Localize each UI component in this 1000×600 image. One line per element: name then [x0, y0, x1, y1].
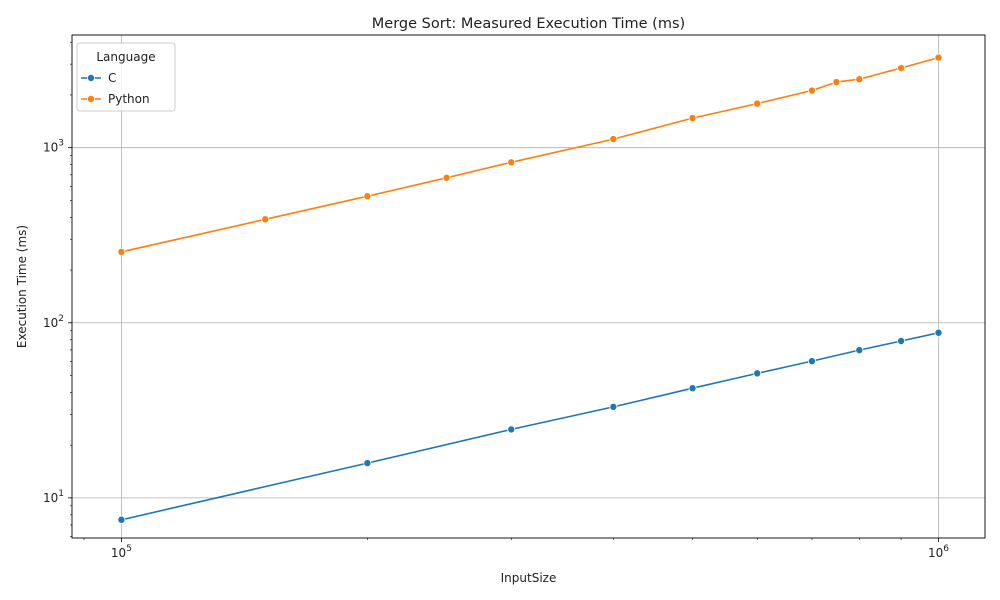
y-tick-label: 102	[43, 314, 64, 330]
series-line-c	[121, 332, 939, 521]
data-point-c	[753, 369, 762, 378]
data-point-c	[507, 425, 516, 434]
data-point-c	[117, 515, 126, 524]
data-point-c	[609, 402, 618, 411]
data-point-c	[363, 459, 372, 468]
legend-marker-python	[87, 95, 96, 104]
data-point-python	[934, 53, 943, 62]
plot-frame	[71, 34, 986, 539]
data-point-python	[753, 99, 762, 108]
series-c	[117, 328, 943, 524]
legend: Language C Python	[76, 42, 176, 112]
data-point-python	[117, 247, 126, 256]
data-point-c	[855, 346, 864, 355]
x-axis-label: InputSize	[501, 571, 557, 585]
grid	[72, 35, 985, 538]
data-point-python	[363, 192, 372, 201]
data-point-python	[688, 114, 697, 123]
legend-label-python: Python	[108, 92, 150, 106]
series-python	[117, 53, 943, 256]
data-point-c	[807, 357, 816, 366]
series-layer	[117, 53, 943, 524]
data-point-python	[832, 78, 841, 87]
data-point-python	[609, 135, 618, 144]
y-tick-label: 101	[43, 489, 64, 505]
data-point-python	[807, 86, 816, 95]
data-point-python	[855, 75, 864, 84]
chart-title: Merge Sort: Measured Execution Time (ms)	[372, 16, 685, 32]
legend-label-c: C	[108, 71, 116, 85]
legend-entry-c: C	[81, 71, 116, 85]
legend-marker-c	[87, 74, 96, 83]
legend-entry-python: Python	[81, 92, 150, 106]
data-point-c	[934, 328, 943, 337]
x-tick-label: 105	[111, 544, 132, 560]
data-point-python	[897, 64, 906, 73]
data-point-python	[507, 158, 516, 167]
x-axis: 105 106	[83, 538, 949, 560]
data-point-python	[442, 173, 451, 182]
legend-box	[76, 42, 176, 112]
data-point-python	[261, 215, 270, 224]
y-axis-label: Execution Time (ms)	[15, 225, 29, 348]
y-tick-label: 103	[43, 139, 64, 155]
y-axis: 101 102 103	[43, 41, 72, 538]
data-point-c	[897, 336, 906, 345]
legend-title: Language	[96, 50, 155, 64]
x-tick-label: 106	[928, 544, 949, 560]
data-point-c	[688, 384, 697, 393]
